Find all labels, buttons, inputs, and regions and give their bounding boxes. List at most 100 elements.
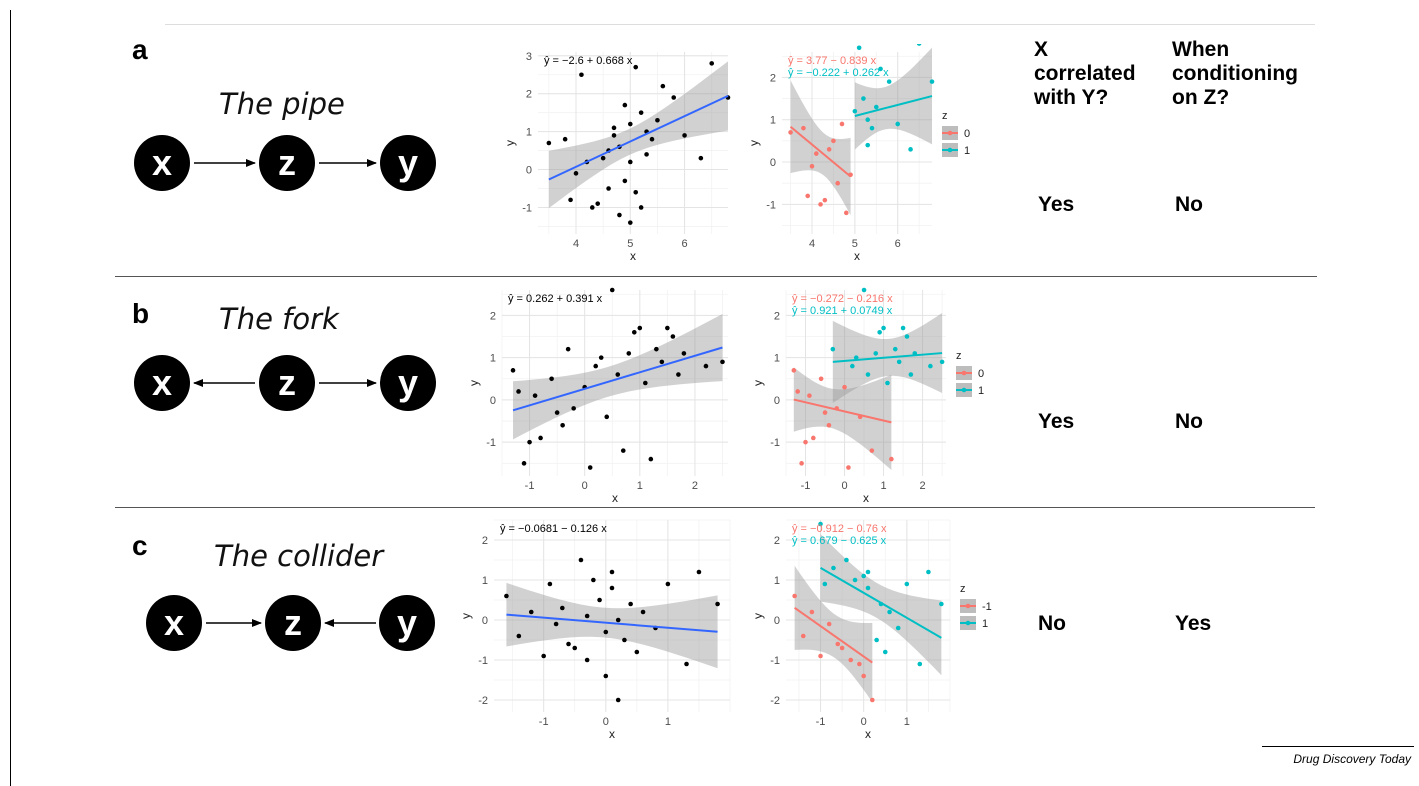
x-tick-label: -1: [801, 480, 811, 492]
data-point: [887, 609, 892, 615]
data-point: [622, 102, 628, 108]
dag-pipe: x z y: [134, 135, 436, 191]
panel-label-c: c: [132, 530, 148, 561]
scatter-b-pooled: -1 0 1 2 -1 0 1 2 x y ŷ = 0.262 + 0.391 x: [468, 287, 728, 504]
data-point: [638, 110, 644, 115]
data-point: [504, 593, 509, 599]
scatter-b-by-z: -1 0 1 2 -1 0 1 2 x y ŷ = −0.272 − 0.216 xŷ = 0.92…: [752, 287, 984, 504]
data-point: [788, 130, 793, 135]
data-point: [857, 661, 862, 667]
data-point: [648, 456, 654, 462]
scatter-a-pooled: 4 5 6 -1 0 1 2 3 x y ŷ = −2.6 + 0.668 x: [504, 51, 731, 262]
regression-line: [854, 95, 933, 117]
x-axis-label: x: [854, 249, 860, 262]
svg-text:y: y: [398, 362, 418, 403]
y-tick-label: 2: [482, 535, 488, 547]
data-point: [908, 147, 913, 152]
data-point: [889, 456, 894, 462]
data-point: [861, 573, 866, 579]
y-axis-label: y: [752, 613, 765, 619]
data-point: [615, 697, 621, 703]
data-point: [939, 359, 945, 365]
x-axis-label: x: [863, 491, 869, 504]
data-point: [671, 95, 677, 100]
legend-key-point: [965, 603, 971, 609]
data-point: [681, 351, 687, 356]
data-point: [665, 581, 671, 587]
y-tick-label: 0: [490, 395, 496, 407]
top-rule: [165, 24, 1315, 25]
data-point: [611, 125, 617, 131]
data-point: [528, 609, 534, 615]
y-tick-label: -1: [478, 655, 488, 667]
data-point: [606, 186, 611, 191]
data-point: [818, 653, 823, 659]
header-correlated-line2: correlated: [1034, 62, 1136, 85]
svg-text:x: x: [152, 362, 172, 403]
legend-label: 0: [978, 368, 984, 380]
data-point: [682, 133, 687, 138]
data-point: [895, 121, 901, 127]
data-point: [622, 178, 628, 184]
regression-equation: ŷ = −0.912 − 0.76 x: [792, 523, 887, 535]
data-point: [546, 140, 552, 146]
data-point: [532, 393, 538, 398]
data-point: [865, 585, 871, 591]
data-point: [615, 617, 621, 623]
data-point: [917, 661, 923, 667]
dag-fork: x z y: [134, 355, 436, 411]
data-point: [878, 66, 883, 72]
data-point: [874, 637, 879, 643]
data-point: [584, 613, 590, 619]
regression-equation: ŷ = 3.77 − 0.839 x: [788, 55, 877, 67]
regression-line: [794, 607, 873, 664]
answer-correlated-b: Yes: [1038, 410, 1075, 433]
answer-conditioning-c: Yes: [1175, 612, 1212, 635]
node-z-a: z: [259, 135, 315, 191]
header-correlated-line1: X: [1034, 38, 1049, 61]
data-point: [870, 697, 875, 703]
y-tick-label: 3: [526, 51, 532, 63]
header-correlated-line3: with Y?: [1034, 86, 1109, 109]
data-point: [654, 346, 659, 352]
y-axis-label: y: [468, 380, 481, 386]
panel-title-c: The collider: [214, 539, 384, 573]
data-point: [882, 649, 888, 655]
data-point: [638, 205, 644, 210]
y-tick-label: 2: [774, 310, 780, 322]
header-correlated: X correlated with Y?: [1034, 38, 1136, 110]
x-tick-label: 0: [582, 480, 588, 492]
svg-text:z: z: [278, 362, 296, 403]
data-point: [660, 83, 666, 89]
data-point: [603, 673, 609, 679]
data-point: [873, 351, 879, 356]
data-point: [865, 117, 871, 123]
data-point: [573, 171, 579, 176]
data-point: [865, 142, 871, 148]
figure-frame-left: [10, 10, 11, 786]
confidence-ribbon: [790, 80, 851, 216]
y-tick-label: -1: [486, 437, 496, 449]
y-tick-label: -1: [766, 199, 776, 211]
legend-key-point: [961, 370, 967, 376]
plot-area: [538, 52, 728, 234]
data-point: [566, 641, 571, 647]
y-tick-label: 1: [774, 353, 780, 365]
data-point: [853, 355, 859, 360]
legend-label: 1: [964, 145, 970, 157]
data-point: [644, 152, 649, 157]
data-point: [696, 569, 702, 575]
source-credit: Drug Discovery Today: [1293, 752, 1411, 766]
plot-area: [786, 519, 951, 712]
svg-text:y: y: [398, 142, 418, 183]
x-tick-label: 6: [682, 238, 688, 250]
data-point: [611, 133, 617, 138]
confidence-ribbon: [506, 582, 718, 669]
y-tick-label: 0: [526, 165, 532, 177]
data-point: [799, 461, 804, 466]
y-tick-label: 1: [482, 575, 488, 587]
data-point: [676, 372, 681, 377]
data-point: [538, 435, 543, 441]
y-tick-label: 0: [770, 157, 776, 169]
data-point: [553, 621, 559, 627]
